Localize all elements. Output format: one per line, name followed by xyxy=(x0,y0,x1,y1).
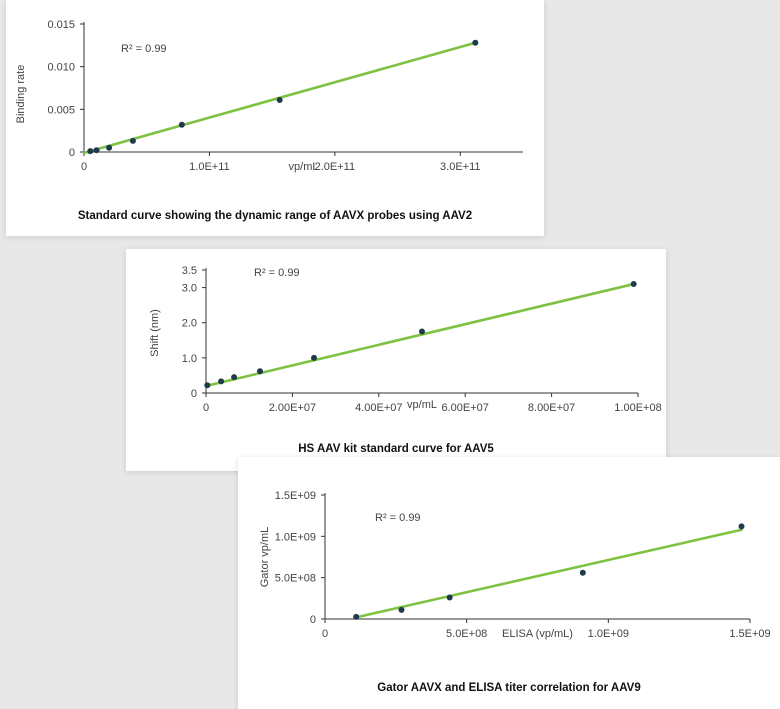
aav5-fit-line xyxy=(204,282,635,388)
aav2-data-point xyxy=(276,96,283,103)
aav2-x-tick-label: 0 xyxy=(81,161,87,173)
aav2-y-tick-label: 0.010 xyxy=(47,62,75,74)
aav5-data-point xyxy=(630,281,637,288)
aav9-y-axis-label: Gator vp/mL xyxy=(259,527,271,588)
aav9-x-tick-label: 0 xyxy=(322,628,328,640)
aav2-data-point xyxy=(106,144,113,151)
aav2-y-tick-label: 0.015 xyxy=(47,19,75,31)
aav5-x-tick-label: 8.00E+07 xyxy=(528,402,575,414)
chart-card-aav2: 0 1.0E+11 2.0E+11 3.0E+11 0 0.005 0.010 0.015 vp… xyxy=(6,0,544,236)
aav9-data-point xyxy=(738,523,745,530)
aav5-x-axis-label: vp/mL xyxy=(407,399,437,411)
aav2-x-tick-label: 1.0E+11 xyxy=(189,161,229,173)
aav5-y-tick-label: 3.0 xyxy=(182,283,197,295)
aav2-x-tick-label: 3.0E+11 xyxy=(440,161,480,173)
aav5-data-point xyxy=(204,382,211,389)
aav5-data-point xyxy=(257,368,263,375)
aav2-data-point xyxy=(178,121,185,128)
aav5-y-tick-label: 2.0 xyxy=(182,318,197,330)
chart-aav2-caption: Standard curve showing the dynamic range… xyxy=(77,210,473,222)
aav5-y-tick-label: 3.5 xyxy=(182,265,197,277)
aav2-r2-annotation: R² = 0.99 xyxy=(121,43,167,55)
aav2-y-axis-label: Binding rate xyxy=(15,65,27,124)
aav5-y-tick-label: 1.0 xyxy=(182,353,197,365)
aav5-x-tick-label: 6.00E+07 xyxy=(441,402,488,414)
aav5-x-tick-label: 4.00E+07 xyxy=(355,402,402,414)
aav9-y-tick-label: 1.5E+09 xyxy=(275,490,316,502)
aav9-data-point xyxy=(398,606,405,613)
aav9-x-tick-label: 1.5E+09 xyxy=(729,628,770,640)
aav9-x-axis-label: ELISA (vp/mL) xyxy=(502,628,573,640)
chart-card-aav9: 0 5.0E+08 1.0E+09 1.5E+09 0 5.0E+08 1.0E+09 1.5… xyxy=(238,457,780,709)
aav5-data-point xyxy=(419,328,425,335)
aav9-x-tick-label: 5.0E+08 xyxy=(446,628,487,640)
aav5-data-point xyxy=(218,378,225,385)
aav2-data-point xyxy=(93,147,100,154)
aav9-y-tick-label: 5.0E+08 xyxy=(275,573,316,585)
aav5-data-point xyxy=(311,354,317,361)
aav9-y-tick-label: 1.0E+09 xyxy=(275,531,316,543)
chart-aav2-plot: 0 1.0E+11 2.0E+11 3.0E+11 0 0.005 0.010 0.015 vp… xyxy=(15,19,523,173)
chart-aav5-plot: 0 2.00E+07 4.00E+07 6.00E+07 8.00E+07 1.00E+0… xyxy=(149,265,662,414)
aav5-x-tick-label: 1.00E+08 xyxy=(614,402,661,414)
aav9-fit-line xyxy=(354,528,743,619)
chart-aav9-plot: 0 5.0E+08 1.0E+09 1.5E+09 0 5.0E+08 1.0E+09 1.5… xyxy=(259,490,771,640)
aav9-data-point xyxy=(446,594,453,601)
aav9-data-point xyxy=(353,613,360,620)
aav5-x-tick-label: 0 xyxy=(203,402,209,414)
aav5-r2-annotation: R² = 0.99 xyxy=(254,267,300,279)
aav2-data-point xyxy=(472,39,479,46)
aav2-data-point xyxy=(129,137,136,144)
chart-card-aav5: 0 2.00E+07 4.00E+07 6.00E+07 8.00E+07 1.00E+0… xyxy=(126,249,666,471)
aav2-y-tick-label: 0 xyxy=(69,147,75,159)
aav5-y-axis-label: Shift (nm) xyxy=(149,309,161,357)
aav2-y-tick-label: 0.005 xyxy=(47,104,75,116)
aav5-x-tick-label: 2.00E+07 xyxy=(269,402,316,414)
aav5-data-point xyxy=(231,374,238,381)
aav5-y-tick-label: 0 xyxy=(191,388,197,400)
chart-aav5-caption: HS AAV kit standard curve for AAV5 xyxy=(298,443,494,455)
aav2-x-axis-label: vp/mL xyxy=(289,161,319,173)
aav2-x-tick-label: 2.0E+11 xyxy=(315,161,355,173)
aav9-data-point xyxy=(579,569,586,576)
aav9-y-tick-label: 0 xyxy=(310,614,316,626)
aav9-r2-annotation: R² = 0.99 xyxy=(375,512,421,524)
aav9-x-tick-label: 1.0E+09 xyxy=(588,628,629,640)
chart-aav9-caption: Gator AAVX and ELISA titer correlation f… xyxy=(377,682,641,694)
aav2-data-point xyxy=(87,148,94,155)
